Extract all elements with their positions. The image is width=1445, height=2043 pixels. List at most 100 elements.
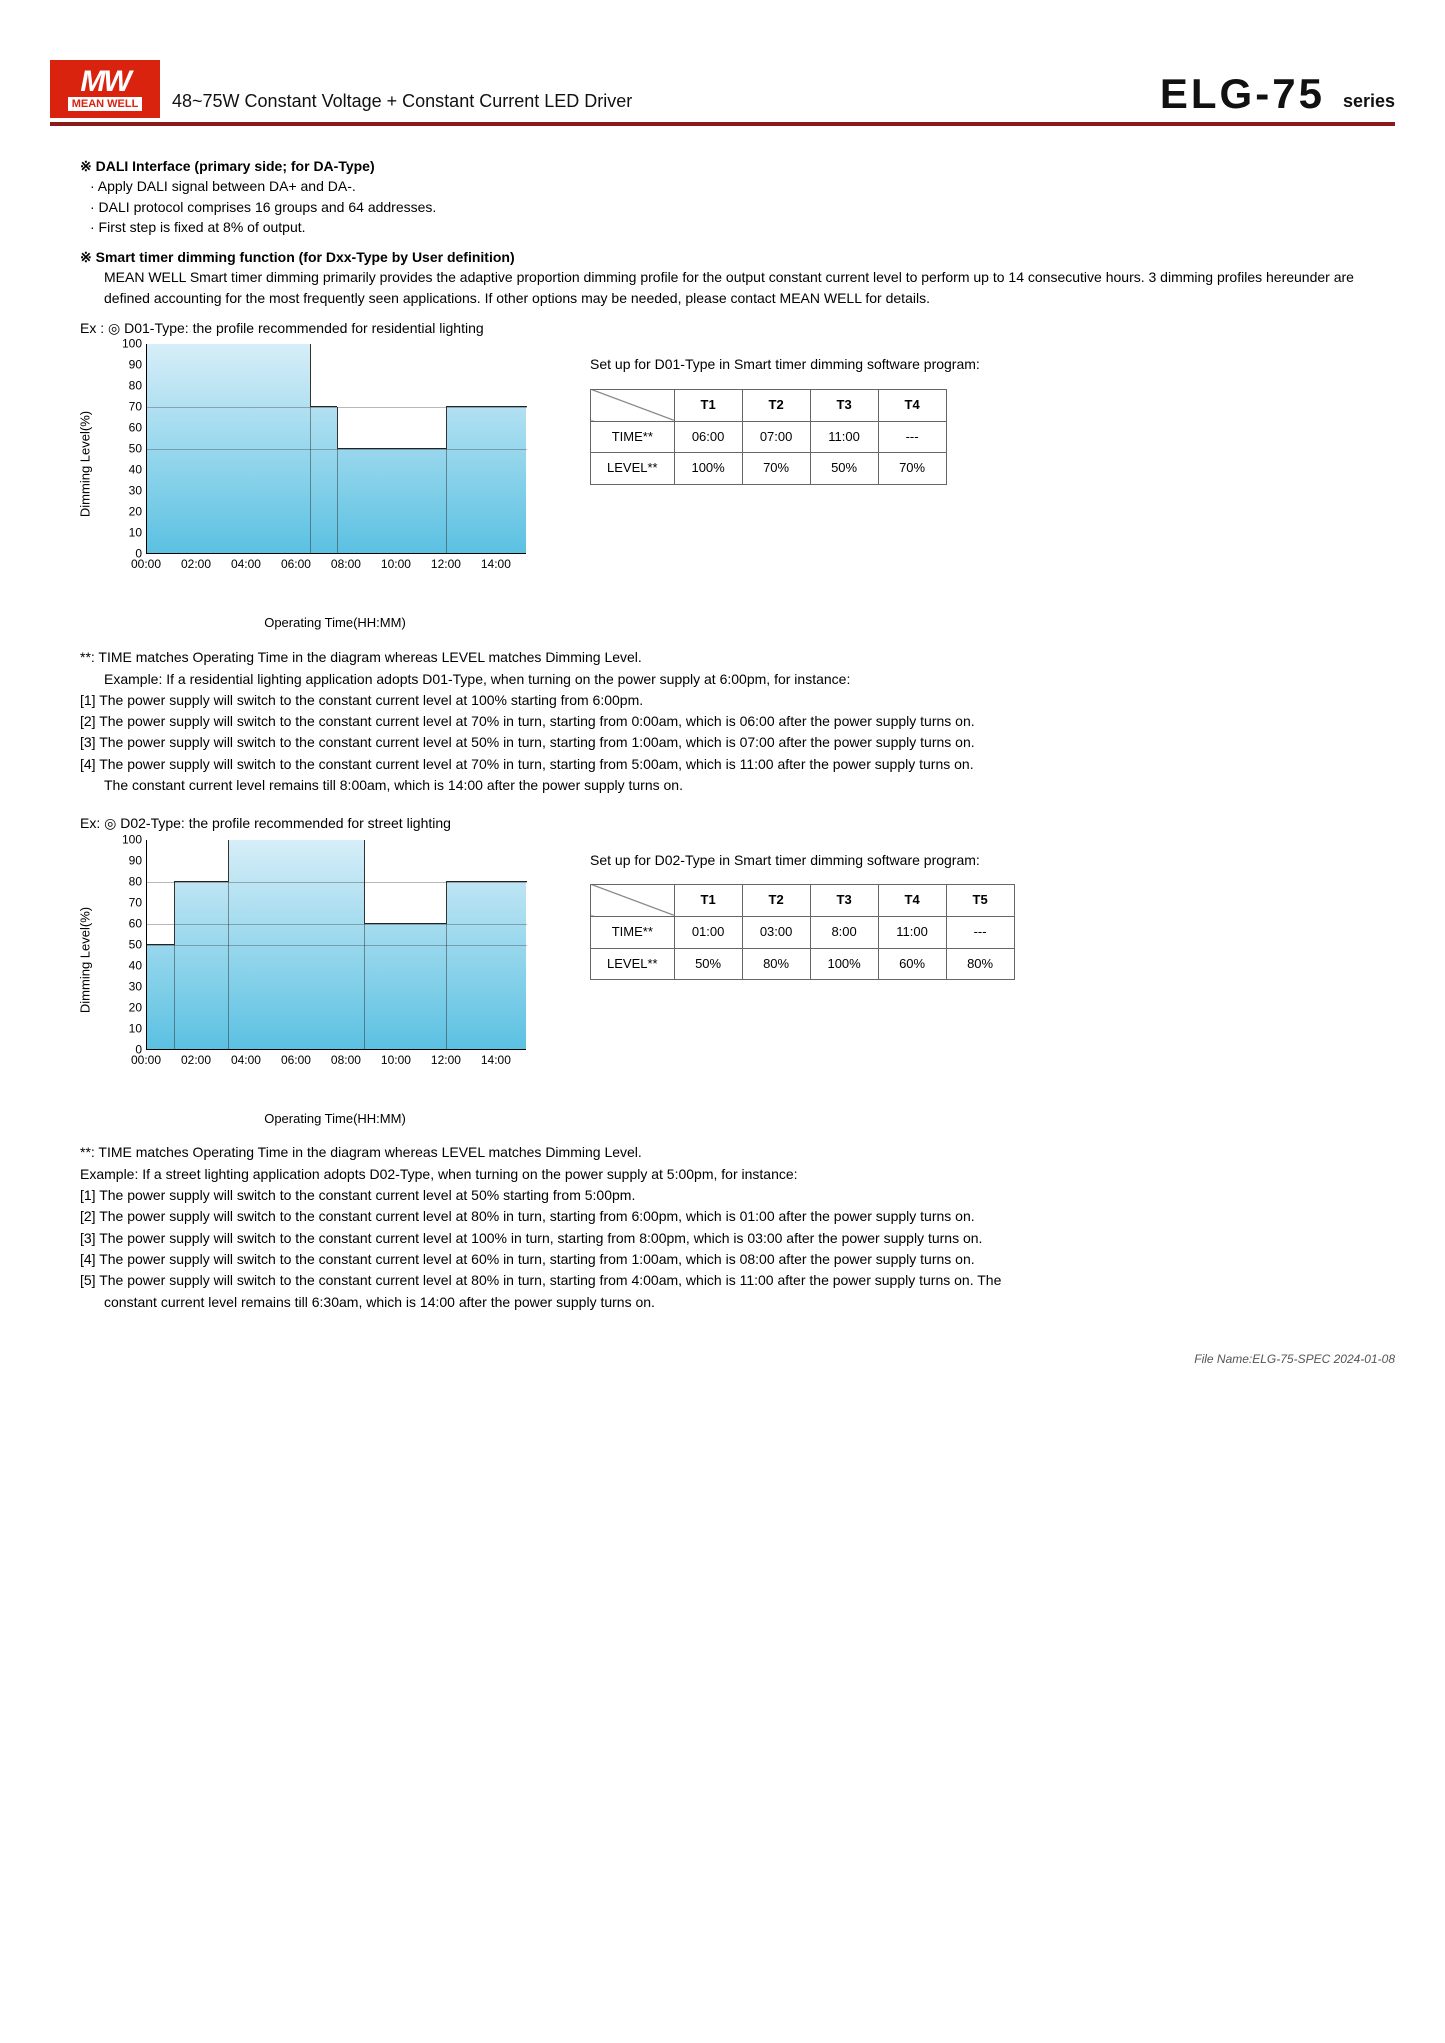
ytick: 90 [129,852,142,869]
header-series: series [1343,91,1395,118]
xtick: 06:00 [281,1052,311,1069]
d01-caption: Set up for D01-Type in Smart timer dimmi… [590,354,1365,374]
ytick: 70 [129,894,142,911]
table-header: T1 [674,884,742,916]
table-cell: 8:00 [810,916,878,948]
table-row-label: LEVEL** [591,453,675,485]
header-subtitle: 48~75W Constant Voltage + Constant Curre… [172,91,1148,118]
ytick: 10 [129,525,142,542]
dali-title: ※ DALI Interface (primary side; for DA-T… [80,156,1365,176]
x-axis-label: Operating Time(HH:MM) [110,614,560,633]
xtick: 10:00 [381,1052,411,1069]
y-axis-label: Dimming Level(%) [77,411,96,517]
note-line: [1] The power supply will switch to the … [80,690,1365,710]
ytick: 70 [129,399,142,416]
note-line: [5] The power supply will switch to the … [80,1270,1365,1290]
table-header: T4 [878,389,946,421]
table-cell: 70% [878,453,946,485]
brand-logo: MW MEAN WELL [50,60,160,118]
xtick: 04:00 [231,1052,261,1069]
dali-bullet: · First step is fixed at 8% of output. [80,217,1365,237]
table-cell: 70% [742,453,810,485]
ytick: 60 [129,915,142,932]
y-axis-label: Dimming Level(%) [77,906,96,1012]
xtick: 04:00 [231,556,261,573]
table-cell: 50% [810,453,878,485]
note-line: [2] The power supply will switch to the … [80,711,1365,731]
table-cell: --- [878,421,946,453]
note-line: [2] The power supply will switch to the … [80,1206,1365,1226]
table-header: T2 [742,389,810,421]
table-cell: 100% [674,453,742,485]
ytick: 80 [129,873,142,890]
d02-table: T1T2T3T4T5 TIME**01:0003:008:0011:00--- LE… [590,884,1015,981]
note-line: The constant current level remains till … [80,775,1365,795]
table-header: T4 [878,884,946,916]
note-line: [1] The power supply will switch to the … [80,1185,1365,1205]
x-axis-label: Operating Time(HH:MM) [110,1110,560,1129]
note-line: constant current level remains till 6:30… [80,1292,1365,1312]
d01-table-side: Set up for D01-Type in Smart timer dimmi… [590,344,1365,485]
dali-bullet: · Apply DALI signal between DA+ and DA-. [80,176,1365,196]
smart-desc: MEAN WELL Smart timer dimming primarily … [80,267,1365,308]
xtick: 14:00 [481,556,511,573]
d02-ex-line: Ex: ◎ D02-Type: the profile recommended … [80,813,1365,833]
d01-chart: Dimming Level(%) 0102030405060708090100 … [80,344,560,633]
table-row-label: TIME** [591,916,675,948]
d01-row: Dimming Level(%) 0102030405060708090100 … [80,344,1365,633]
d02-caption: Set up for D02-Type in Smart timer dimmi… [590,850,1365,870]
content: ※ DALI Interface (primary side; for DA-T… [50,156,1395,1312]
table-cell: 60% [878,948,946,980]
xtick: 00:00 [131,1052,161,1069]
xtick: 08:00 [331,556,361,573]
note-line: **: TIME matches Operating Time in the d… [80,647,1365,667]
xtick: 12:00 [431,1052,461,1069]
d01-ex-line: Ex : ◎ D01-Type: the profile recommended… [80,318,1365,338]
note-line: [3] The power supply will switch to the … [80,1228,1365,1248]
d02-table-side: Set up for D02-Type in Smart timer dimmi… [590,840,1365,981]
table-cell: 03:00 [742,916,810,948]
d02-row: Dimming Level(%) 0102030405060708090100 … [80,840,1365,1129]
ytick: 50 [129,441,142,458]
note-line: [4] The power supply will switch to the … [80,1249,1365,1269]
table-cell: 01:00 [674,916,742,948]
xtick: 14:00 [481,1052,511,1069]
note-line: [3] The power supply will switch to the … [80,732,1365,752]
ytick: 20 [129,999,142,1016]
note-line: **: TIME matches Operating Time in the d… [80,1142,1365,1162]
ytick: 100 [122,831,142,848]
footer-filename: File Name:ELG-75-SPEC 2024-01-08 [50,1352,1395,1366]
table-header: T2 [742,884,810,916]
table-header: T3 [810,884,878,916]
table-row-label: TIME** [591,421,675,453]
table-cell: --- [946,916,1014,948]
ytick: 40 [129,957,142,974]
ytick: 100 [122,336,142,353]
note-line: Example: If a street lighting applicatio… [80,1164,1365,1184]
dali-bullets: · Apply DALI signal between DA+ and DA-.… [80,176,1365,237]
ytick: 20 [129,504,142,521]
ytick: 60 [129,420,142,437]
d01-notes: **: TIME matches Operating Time in the d… [80,647,1365,795]
table-cell: 07:00 [742,421,810,453]
note-line: [4] The power supply will switch to the … [80,754,1365,774]
smart-title: ※ Smart timer dimming function (for Dxx-… [80,247,1365,267]
table-cell: 06:00 [674,421,742,453]
ytick: 30 [129,978,142,995]
xtick: 02:00 [181,1052,211,1069]
ytick: 80 [129,378,142,395]
d01-table: T1T2T3T4TIME**06:0007:0011:00---LEVEL**1… [590,389,947,486]
table-row-label: LEVEL** [591,948,675,980]
ytick: 50 [129,936,142,953]
table-cell: 50% [674,948,742,980]
table-cell: 11:00 [810,421,878,453]
table-header: T5 [946,884,1014,916]
note-line: Example: If a residential lighting appli… [80,669,1365,689]
table-cell: 11:00 [878,916,946,948]
table-cell: 100% [810,948,878,980]
ytick: 30 [129,483,142,500]
page-header: MW MEAN WELL 48~75W Constant Voltage + C… [50,60,1395,118]
dali-bullet: · DALI protocol comprises 16 groups and … [80,197,1365,217]
table-header: T1 [674,389,742,421]
table-cell: 80% [742,948,810,980]
